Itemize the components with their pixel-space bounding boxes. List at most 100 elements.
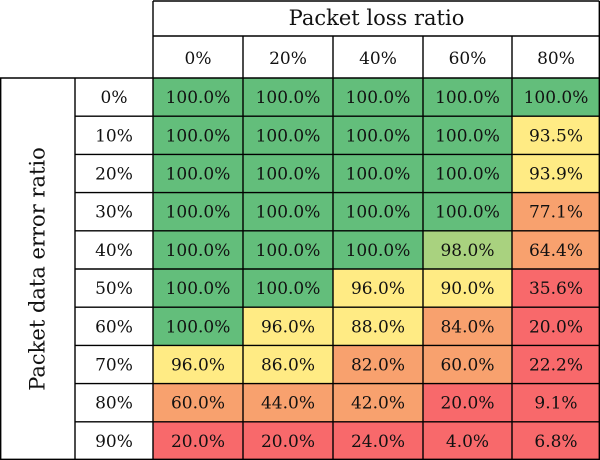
cell-value-label: 96.0% bbox=[171, 356, 225, 376]
cell-value-label: 96.0% bbox=[351, 279, 405, 299]
row-label: 10% bbox=[95, 126, 133, 146]
cell-value-label: 93.9% bbox=[529, 165, 583, 185]
heatmap-cell-r0-c2 bbox=[333, 78, 423, 117]
cell-value-label: 100.0% bbox=[435, 165, 500, 185]
heatmap-cell-r0-c4 bbox=[512, 78, 600, 117]
cell-value-label: 96.0% bbox=[261, 317, 315, 337]
cell-value-label: 100.0% bbox=[256, 165, 321, 185]
heatmap-cell-r6-c4 bbox=[512, 307, 600, 346]
row-label: 60% bbox=[95, 317, 133, 337]
row-label: 30% bbox=[95, 203, 133, 223]
cell-value-label: 100.0% bbox=[524, 88, 589, 108]
row-label: 80% bbox=[95, 394, 133, 414]
cell-value-label: 35.6% bbox=[529, 279, 583, 299]
cells-layer bbox=[153, 78, 600, 460]
cell-value-label: 84.0% bbox=[440, 317, 494, 337]
cell-value-label: 20.0% bbox=[171, 432, 225, 452]
heatmap-cell-r2-c0 bbox=[153, 154, 243, 193]
cell-value-label: 100.0% bbox=[256, 241, 321, 261]
cell-value-label: 100.0% bbox=[346, 241, 411, 261]
heatmap-cell-r6-c2 bbox=[333, 307, 423, 346]
cell-value-label: 88.0% bbox=[351, 317, 405, 337]
cell-value-label: 4.0% bbox=[446, 432, 489, 452]
cell-value-label: 93.5% bbox=[529, 126, 583, 146]
column-label: 40% bbox=[359, 49, 397, 69]
cell-value-label: 100.0% bbox=[166, 203, 231, 223]
cell-value-label: 20.0% bbox=[529, 317, 583, 337]
heatmap-cell-r7-c4 bbox=[512, 345, 600, 384]
heatmap-cell-r4-c3 bbox=[423, 230, 512, 269]
heatmap-cell-r0-c0 bbox=[153, 78, 243, 117]
heatmap-cell-r2-c3 bbox=[423, 154, 512, 193]
row-label: 90% bbox=[95, 432, 133, 452]
cell-value-label: 100.0% bbox=[166, 165, 231, 185]
heatmap-cell-r5-c1 bbox=[243, 269, 333, 308]
row-label: 40% bbox=[95, 241, 133, 261]
cell-value-label: 22.2% bbox=[529, 356, 583, 376]
heatmap-cell-r9-c0 bbox=[153, 421, 243, 460]
heatmap-cell-r8-c1 bbox=[243, 383, 333, 422]
cell-value-label: 90.0% bbox=[440, 279, 494, 299]
cell-value-label: 100.0% bbox=[435, 126, 500, 146]
cell-value-label: 100.0% bbox=[166, 126, 231, 146]
heatmap-cell-r1-c2 bbox=[333, 116, 423, 155]
cell-value-label: 100.0% bbox=[166, 317, 231, 337]
heatmap-cell-r5-c0 bbox=[153, 269, 243, 308]
cell-value-label: 9.1% bbox=[534, 394, 577, 414]
y-axis-title: Packet data error ratio bbox=[26, 147, 50, 391]
cell-value-label: 86.0% bbox=[261, 356, 315, 376]
heatmap-cell-r1-c1 bbox=[243, 116, 333, 155]
heatmap-cell-r9-c3 bbox=[423, 421, 512, 460]
column-label: 20% bbox=[269, 49, 307, 69]
cell-value-label: 77.1% bbox=[529, 203, 583, 223]
heatmap-cell-r8-c4 bbox=[512, 383, 600, 422]
heatmap-cell-r7-c3 bbox=[423, 345, 512, 384]
heatmap-cell-r9-c4 bbox=[512, 421, 600, 460]
column-label: 0% bbox=[185, 49, 212, 69]
row-label: 70% bbox=[95, 356, 133, 376]
heatmap-cell-r9-c2 bbox=[333, 421, 423, 460]
heatmap-cell-r3-c0 bbox=[153, 192, 243, 231]
cell-value-label: 100.0% bbox=[346, 88, 411, 108]
heatmap-cell-r2-c1 bbox=[243, 154, 333, 193]
heatmap-cell-r5-c2 bbox=[333, 269, 423, 308]
heatmap-cell-r2-c4 bbox=[512, 154, 600, 193]
x-axis-title: Packet loss ratio bbox=[289, 6, 465, 30]
cell-value-label: 20.0% bbox=[440, 394, 494, 414]
heatmap-cell-r3-c1 bbox=[243, 192, 333, 231]
cell-value-label: 100.0% bbox=[435, 88, 500, 108]
cell-value-label: 42.0% bbox=[351, 394, 405, 414]
heatmap-cell-r0-c3 bbox=[423, 78, 512, 117]
cell-value-label: 100.0% bbox=[435, 203, 500, 223]
row-label: 20% bbox=[95, 165, 133, 185]
heatmap-cell-r7-c1 bbox=[243, 345, 333, 384]
heatmap-cell-r8-c0 bbox=[153, 383, 243, 422]
heatmap-cell-r7-c0 bbox=[153, 345, 243, 384]
heatmap-cell-r9-c1 bbox=[243, 421, 333, 460]
cell-value-label: 60.0% bbox=[440, 356, 494, 376]
cell-value-label: 100.0% bbox=[256, 126, 321, 146]
heatmap-cell-r8-c3 bbox=[423, 383, 512, 422]
cell-value-label: 82.0% bbox=[351, 356, 405, 376]
heatmap-cell-r4-c2 bbox=[333, 230, 423, 269]
cell-value-label: 24.0% bbox=[351, 432, 405, 452]
cell-value-label: 20.0% bbox=[261, 432, 315, 452]
cell-value-label: 100.0% bbox=[166, 241, 231, 261]
cell-value-label: 98.0% bbox=[440, 241, 494, 261]
cell-value-label: 100.0% bbox=[346, 165, 411, 185]
heatmap-cell-r4-c4 bbox=[512, 230, 600, 269]
heatmap-cell-r6-c3 bbox=[423, 307, 512, 346]
heatmap-cell-r1-c0 bbox=[153, 116, 243, 155]
heatmap-cell-r1-c4 bbox=[512, 116, 600, 155]
heatmap-cell-r5-c3 bbox=[423, 269, 512, 308]
cell-value-label: 44.0% bbox=[261, 394, 315, 414]
heatmap-cell-r4-c0 bbox=[153, 230, 243, 269]
row-label: 0% bbox=[101, 88, 128, 108]
cell-value-label: 100.0% bbox=[346, 126, 411, 146]
heatmap-cell-r4-c1 bbox=[243, 230, 333, 269]
cell-value-label: 100.0% bbox=[256, 88, 321, 108]
row-label: 50% bbox=[95, 279, 133, 299]
heatmap-cell-r8-c2 bbox=[333, 383, 423, 422]
